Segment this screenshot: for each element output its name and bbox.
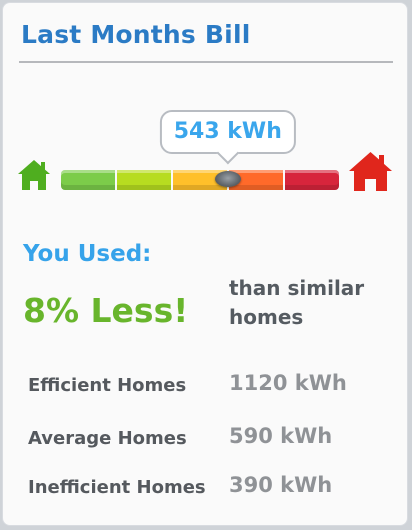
bill-card: Last Months Bill 543 kWh You Used: 8% Le… [2,2,408,526]
scale-segment-2 [117,170,171,190]
you-used-label: You Used: [23,241,152,267]
efficient-homes-row: Efficient Homes 1120 kWh [28,371,388,401]
usage-bubble: 543 kWh [159,110,296,154]
efficient-house-icon [18,160,50,190]
average-homes-value: 590 kWh [229,424,333,448]
card-title: Last Months Bill [21,20,251,49]
inefficient-homes-row: Inefficient Homes 390 kWh [28,473,388,503]
efficient-homes-label: Efficient Homes [28,375,187,396]
inefficient-homes-value: 390 kWh [229,473,333,497]
than-similar-label: than similar homes [229,276,365,329]
average-homes-row: Average Homes 590 kWh [28,424,388,454]
scale-segment-3 [173,170,227,190]
usage-scale-bar [61,170,339,190]
scale-segment-1 [61,170,115,190]
scale-segment-4 [229,170,283,190]
usage-meter: 543 kWh [3,3,412,213]
scale-segment-5 [285,170,339,190]
usage-marker [214,171,241,187]
percent-less-value: 8% Less! [23,291,189,330]
inefficient-house-icon [349,152,392,191]
average-homes-label: Average Homes [28,428,187,449]
title-divider [19,61,393,63]
inefficient-homes-label: Inefficient Homes [28,477,206,498]
efficient-homes-value: 1120 kWh [229,371,347,395]
